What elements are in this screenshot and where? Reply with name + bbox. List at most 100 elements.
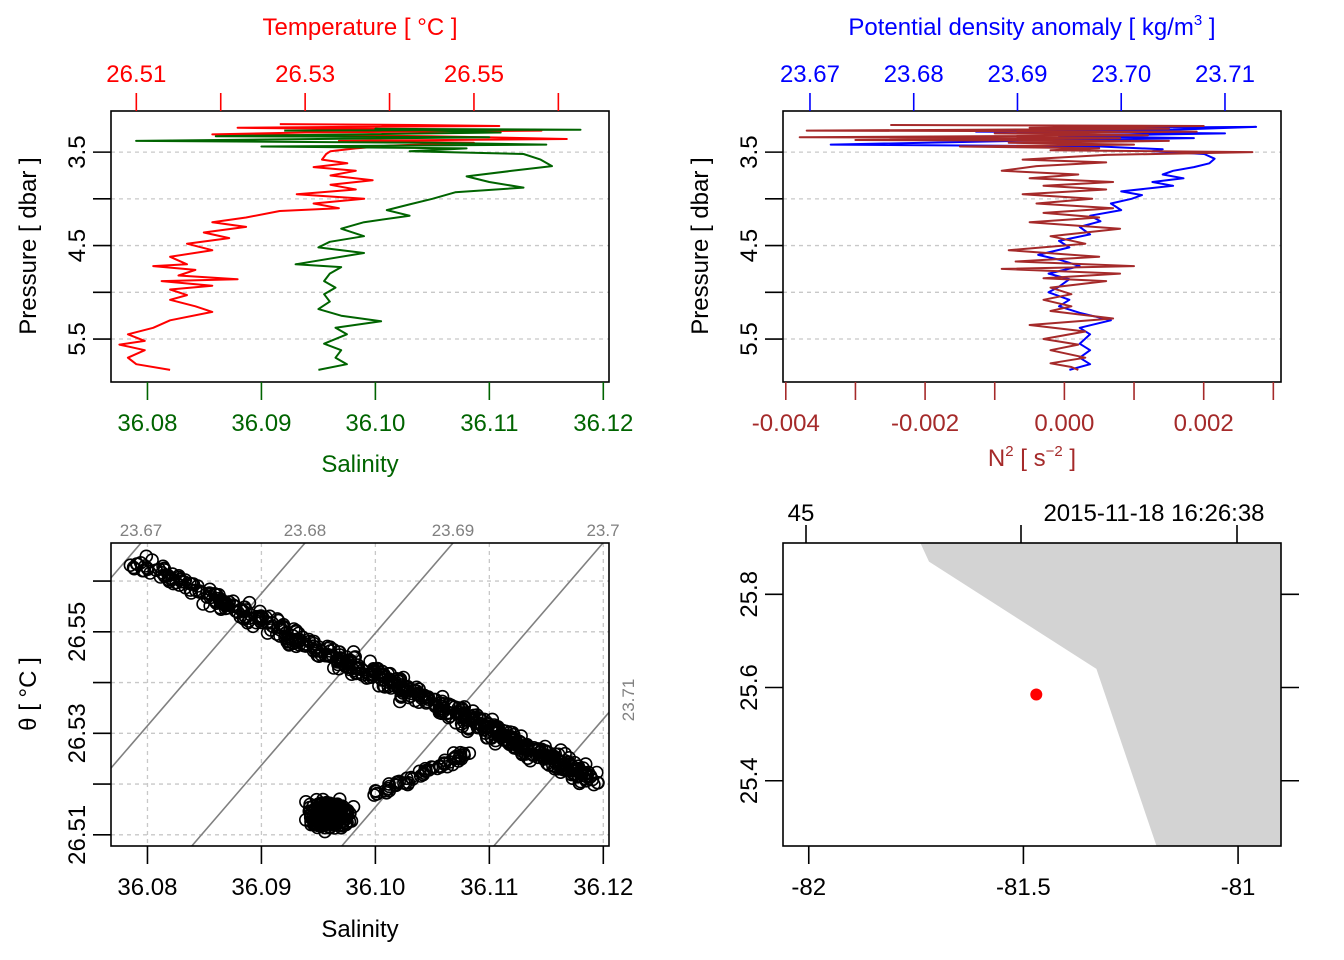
pressure-axis: 3.5 4.5 5.5 — [64, 135, 111, 356]
ts-point — [362, 670, 377, 685]
x-tick-label: -82 — [791, 874, 826, 901]
pressure-axis-title: Pressure [ dbar ] — [687, 157, 714, 334]
ts-point — [434, 706, 449, 721]
ts-point — [553, 743, 568, 757]
top-tick-label: 23.70 — [1091, 61, 1151, 88]
y-tick-label: 3.5 — [736, 135, 763, 168]
bottom-tick-label: 36.08 — [117, 410, 177, 437]
top-tick-label: 26.53 — [275, 61, 335, 88]
ts-point — [316, 804, 330, 819]
plot-frame — [782, 110, 1282, 383]
plot-frame — [782, 542, 1282, 847]
ts-point — [499, 724, 513, 739]
ts-point — [220, 601, 235, 615]
y-tick-label: 5.5 — [64, 322, 91, 355]
ts-point — [466, 713, 481, 727]
ts-point — [456, 746, 471, 761]
station-number-label: 45 — [788, 500, 815, 527]
ts-point — [427, 697, 442, 711]
ts-point — [203, 590, 218, 605]
y-tick-label: 26.55 — [64, 602, 91, 662]
ts-point — [559, 763, 573, 777]
ts-point — [526, 742, 541, 757]
ts-point — [123, 558, 138, 573]
y-tick-label: 4.5 — [64, 229, 91, 262]
y-tick-label: 26.53 — [64, 703, 91, 763]
ts-point — [161, 568, 176, 583]
n2-axis: -0.004 -0.002 0.000 0.002 — [752, 382, 1275, 437]
ts-point — [428, 692, 443, 707]
x-tick-label: 36.09 — [231, 874, 291, 901]
ts-point — [389, 778, 403, 793]
ts-point — [283, 631, 298, 646]
ts-point — [378, 783, 393, 798]
ts-point — [212, 591, 226, 606]
ts-point — [591, 775, 605, 790]
ts-point — [540, 756, 554, 771]
top-tick-label: 23.67 — [780, 61, 840, 88]
ts-point — [407, 683, 422, 698]
isopycnal-label: 23.7 — [586, 521, 619, 540]
ts-point — [228, 599, 242, 613]
n2-axis-title: N2 [ s−2 ] — [988, 443, 1076, 472]
ts-point — [383, 666, 397, 681]
bottom-tick-label: 36.10 — [345, 410, 405, 437]
y-tick-label: 3.5 — [64, 135, 91, 168]
ts-point — [309, 814, 324, 828]
panel-station-map: -82 -81.5 -81 25.4 25.6 25.8 45 2015-11-18 1… — [736, 500, 1299, 901]
ts-point — [326, 661, 341, 675]
theta-axis: 26.51 26.53 26.55 — [64, 580, 111, 865]
temperature-axis-title: Temperature [ °C ] — [263, 14, 458, 41]
ts-point — [207, 586, 222, 601]
x-tick-label: 36.10 — [345, 874, 405, 901]
ts-point — [161, 572, 176, 587]
ts-point — [129, 557, 144, 571]
bottom-tick-label: 36.11 — [460, 410, 518, 437]
panel-ts-diagram: 36.08 36.09 36.10 36.11 36.12 26.5126.5326.5… — [15, 521, 638, 943]
ts-point — [347, 650, 361, 665]
plot-frame — [110, 110, 610, 383]
top-tick-label: 26.55 — [444, 61, 504, 88]
y-tick-label: 5.5 — [736, 322, 763, 355]
pressure-gridlines — [111, 151, 609, 340]
temperature-axis: 26.51 26.53 26.55 — [106, 61, 560, 111]
x-tick-label: 36.12 — [573, 874, 633, 901]
plot-frame — [110, 542, 610, 847]
station-time-axis: 45 2015-11-18 16:26:38 — [788, 500, 1265, 543]
ts-point — [282, 638, 296, 652]
ts-point — [583, 769, 598, 783]
ts-point — [332, 645, 346, 660]
ts-point — [441, 710, 456, 725]
ts-point — [157, 561, 171, 576]
ts-point — [340, 653, 355, 668]
ts-point — [381, 679, 396, 694]
series-line-n2 — [798, 124, 1254, 371]
ts-point — [473, 711, 488, 726]
ts-point — [565, 759, 580, 774]
series-line-potential-density-anomaly — [829, 125, 1258, 371]
top-tick-label: 23.68 — [884, 61, 944, 88]
ts-point — [329, 809, 343, 823]
ts-point — [433, 759, 448, 774]
panel-density-n2-profile: 23.67 23.68 23.69 23.70 23.71 -0.004 -0.002 0.… — [687, 12, 1282, 472]
bottom-tick-label: 36.09 — [231, 410, 291, 437]
ts-point — [324, 817, 339, 831]
ts-point — [436, 699, 450, 714]
ts-point — [255, 610, 270, 624]
y-tick-label: 4.5 — [736, 229, 763, 262]
profile-series — [798, 124, 1258, 371]
station-time-label: 2015-11-18 16:26:38 — [1043, 500, 1264, 527]
pressure-axis-title: Pressure [ dbar ] — [15, 157, 42, 334]
density-axis-title: Potential density anomaly [ kg/m3 ] — [848, 12, 1215, 41]
station-marker[interactable] — [1030, 688, 1043, 701]
salinity-axis: 36.08 36.09 36.10 36.11 36.12 — [117, 382, 633, 437]
ts-point — [314, 799, 329, 814]
ts-point — [337, 811, 352, 826]
panel-temperature-salinity-profile: 26.51 26.53 26.55 36.08 36.09 36.10 36.11 36.1… — [15, 14, 633, 478]
ts-point — [491, 725, 506, 740]
series-line-salinity — [135, 127, 582, 371]
ts-point — [457, 705, 472, 720]
latitude-axis: 25.4 25.6 25.8 — [736, 571, 783, 804]
ts-point — [462, 721, 476, 735]
